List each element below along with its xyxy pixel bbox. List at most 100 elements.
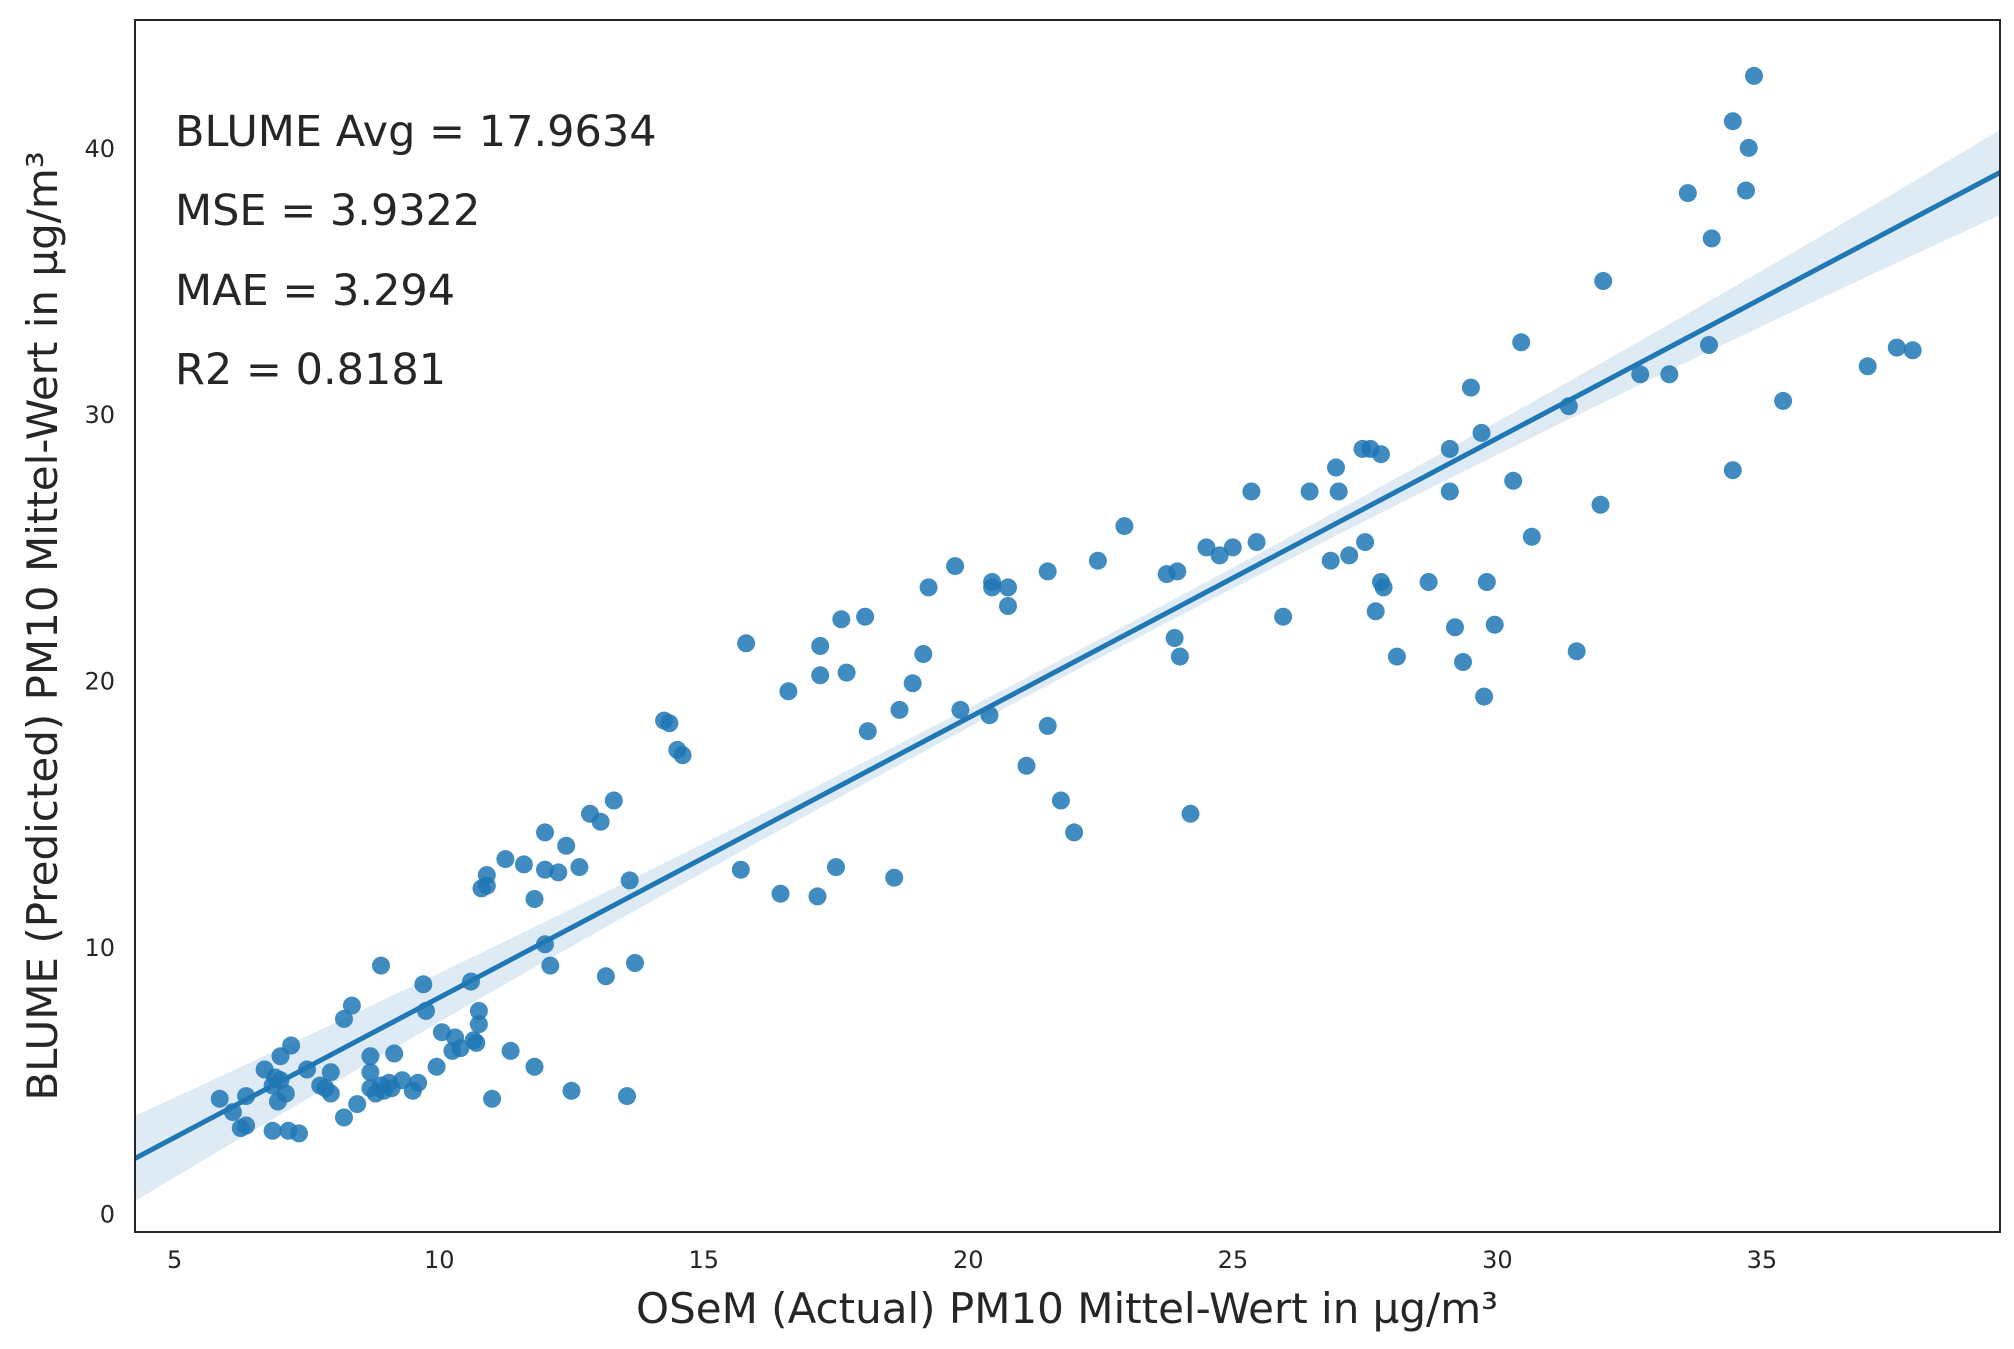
data-point [342, 996, 361, 1015]
data-points-layer [210, 66, 1922, 1143]
data-point [427, 1057, 446, 1076]
data-point [1372, 445, 1390, 464]
data-point [837, 663, 856, 682]
data-point [361, 1063, 380, 1082]
data-point [1475, 687, 1494, 706]
data-point [771, 884, 790, 903]
data-point [1522, 527, 1541, 546]
data-point [1197, 538, 1216, 557]
x-axis-title: OSeM (Actual) PM10 Mittel-Wert in µg/m³ [636, 1284, 1498, 1333]
data-point [618, 1087, 636, 1106]
x-tick-label: 20 [953, 1246, 984, 1274]
data-point [1504, 471, 1523, 490]
x-tick-label: 35 [1747, 1246, 1778, 1274]
data-point [596, 967, 615, 986]
data-point [983, 573, 1002, 591]
data-point [361, 1047, 380, 1066]
annotation-mse: MSE = 3.9322 [175, 186, 480, 236]
plot-frame [134, 19, 2001, 1233]
data-point [1181, 804, 1200, 823]
data-point [541, 956, 560, 975]
data-point [1088, 551, 1107, 570]
data-point [549, 863, 568, 882]
data-point [1739, 138, 1758, 157]
data-point [1321, 551, 1340, 570]
data-point [409, 1073, 428, 1092]
data-point [673, 746, 692, 765]
data-point [290, 1124, 308, 1143]
x-tick-label: 5 [167, 1246, 182, 1274]
data-point [1065, 823, 1084, 842]
data-point [1210, 546, 1229, 565]
data-point [1340, 546, 1359, 565]
data-point [660, 714, 679, 733]
data-point [1903, 341, 1922, 360]
data-point [832, 610, 851, 629]
data-point [335, 1108, 353, 1127]
data-point [237, 1116, 256, 1135]
data-point [914, 645, 933, 663]
data-point [999, 578, 1017, 597]
data-point [483, 1089, 502, 1108]
data-point [1327, 458, 1345, 477]
y-tick-labels: 0 10 20 30 40 [84, 135, 115, 1228]
data-point [1591, 495, 1610, 514]
data-point [1454, 653, 1472, 671]
data-point [1038, 716, 1057, 735]
data-point [321, 1084, 340, 1103]
data-point [1223, 538, 1242, 557]
data-point [1038, 562, 1057, 581]
x-tick-label: 30 [1482, 1246, 1513, 1274]
data-point [1168, 562, 1187, 581]
x-tick-label: 10 [424, 1246, 455, 1274]
data-point [951, 700, 970, 719]
data-point [1485, 615, 1504, 634]
data-point [1440, 439, 1459, 458]
data-point [858, 722, 877, 741]
data-point [210, 1089, 229, 1108]
data-point [827, 858, 845, 877]
x-tick-labels: 5 10 15 20 25 30 35 [167, 1246, 1777, 1274]
y-axis-title: BLUME (Predicted) PM10 Mittel-Wert in µg… [18, 151, 67, 1100]
data-point [1512, 333, 1531, 352]
data-point [999, 597, 1017, 615]
data-point [1858, 357, 1877, 376]
data-point [1356, 533, 1375, 552]
y-tick-label: 30 [84, 401, 115, 429]
data-point [890, 700, 909, 719]
y-tick-label: 20 [84, 668, 115, 696]
x-tick-label: 15 [688, 1246, 719, 1274]
data-point [591, 812, 610, 831]
data-point [1242, 482, 1261, 501]
data-point [919, 578, 938, 597]
data-point [1887, 338, 1906, 357]
data-point [1017, 756, 1036, 775]
data-point [1723, 112, 1742, 131]
regression-line-layer [133, 170, 2002, 1161]
data-point [321, 1063, 340, 1082]
annotation-mae: MAE = 3.294 [175, 266, 455, 316]
data-point [1115, 517, 1134, 536]
data-point [469, 1015, 488, 1034]
data-point [276, 1084, 295, 1103]
data-point [451, 1039, 470, 1058]
data-point [1678, 184, 1697, 203]
data-point [808, 887, 827, 906]
data-point [1051, 791, 1070, 810]
data-point [536, 823, 554, 842]
data-point [1631, 365, 1650, 384]
data-point [562, 1081, 581, 1100]
data-point [1594, 272, 1613, 290]
annotation-r2: R2 = 0.8181 [175, 345, 446, 395]
data-point [903, 674, 922, 693]
data-point [1461, 378, 1480, 397]
data-point [604, 791, 623, 810]
y-tick-label: 40 [84, 135, 115, 163]
data-point [1774, 391, 1793, 410]
data-point [1247, 533, 1266, 552]
data-point [620, 871, 639, 890]
data-point [263, 1121, 282, 1140]
data-point [1723, 461, 1742, 480]
data-point [385, 1044, 404, 1063]
